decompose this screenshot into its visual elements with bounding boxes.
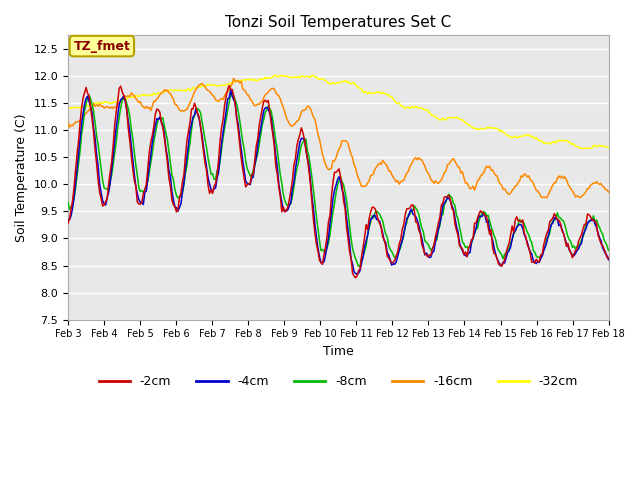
Legend: -2cm, -4cm, -8cm, -16cm, -32cm: -2cm, -4cm, -8cm, -16cm, -32cm [93, 370, 583, 393]
Text: TZ_fmet: TZ_fmet [74, 39, 131, 53]
Title: Tonzi Soil Temperatures Set C: Tonzi Soil Temperatures Set C [225, 15, 451, 30]
Y-axis label: Soil Temperature (C): Soil Temperature (C) [15, 113, 28, 242]
X-axis label: Time: Time [323, 345, 354, 358]
